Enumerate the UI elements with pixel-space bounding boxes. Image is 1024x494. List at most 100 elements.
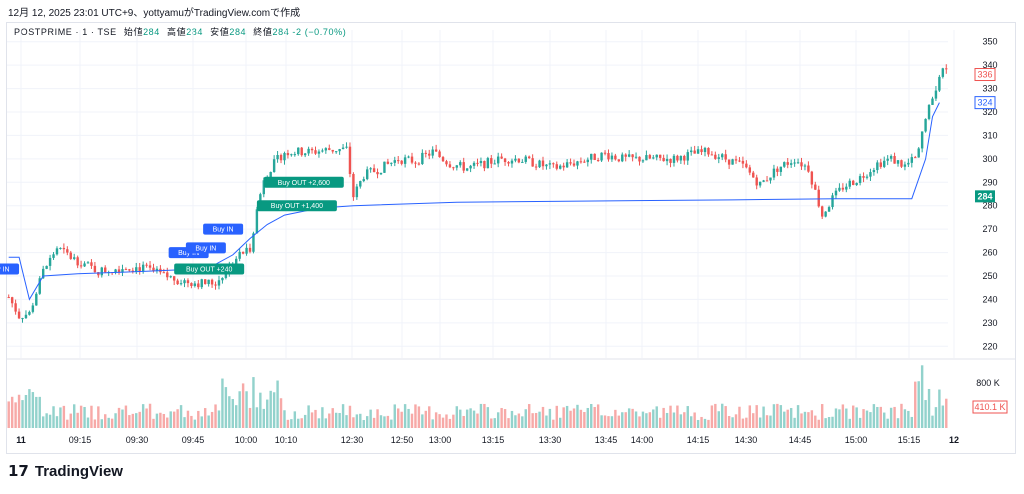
volume-bar <box>493 418 496 428</box>
candle-body <box>676 155 679 161</box>
candle-body <box>162 272 166 274</box>
candle-body <box>731 159 734 165</box>
volume-bar <box>924 400 927 428</box>
x-tick-label: 14:30 <box>735 435 758 445</box>
candle-body <box>614 155 617 160</box>
volume-bar <box>252 377 255 428</box>
candle-body <box>141 264 145 272</box>
trade-marker-label: Buy IN <box>0 266 10 273</box>
candle-body <box>645 155 648 161</box>
candle-body <box>941 68 945 77</box>
candle-body <box>876 162 879 171</box>
volume-bar <box>303 414 307 428</box>
candle-body <box>7 297 10 299</box>
volume-bar <box>176 409 179 428</box>
volume-bar <box>945 398 948 428</box>
volume-bar <box>83 406 86 428</box>
candle-body <box>721 154 724 158</box>
candle-body <box>252 233 255 252</box>
symbol-name[interactable]: POSTPRIME · 1 · TSE <box>14 27 117 37</box>
volume-bar <box>576 404 579 428</box>
volume-bar <box>848 418 851 428</box>
volume-bar <box>48 414 52 428</box>
candle-body <box>148 265 152 268</box>
volume-bar <box>390 419 393 428</box>
volume-bar <box>410 413 414 428</box>
y-tick-label: 340 <box>982 60 997 70</box>
volume-bar <box>524 409 527 428</box>
volume-bar <box>738 406 741 428</box>
candle-body <box>814 184 817 190</box>
volume-bar <box>807 412 810 428</box>
x-tick-label: 09:15 <box>69 435 92 445</box>
candle-body <box>514 158 517 161</box>
volume-bar <box>586 407 590 428</box>
volume-bar <box>862 409 865 428</box>
candle-body <box>496 156 500 164</box>
candle-body <box>741 160 745 164</box>
candle-body <box>503 158 507 163</box>
candle-body <box>745 163 748 168</box>
volume-bar <box>328 413 331 428</box>
volume-bar <box>596 404 600 428</box>
volume-bar <box>59 407 62 428</box>
volume-bar <box>827 417 831 428</box>
volume-bar <box>569 410 572 428</box>
candle-body <box>355 186 359 198</box>
volume-bar <box>852 405 855 428</box>
candle-body <box>796 162 800 164</box>
volume-bar <box>838 409 841 428</box>
candle-body <box>907 162 910 165</box>
chart-frame[interactable] <box>6 22 1016 454</box>
candle-body <box>283 153 286 161</box>
volume-bar <box>479 403 483 428</box>
volume-bar <box>731 417 734 428</box>
x-tick-label: 09:45 <box>182 435 205 445</box>
candle-body <box>124 269 128 271</box>
volume-bar <box>55 416 59 428</box>
x-tick-label: 10:00 <box>235 435 258 445</box>
volume-bar <box>876 406 879 428</box>
candle-body <box>69 252 72 259</box>
candle-body <box>841 187 845 190</box>
volume-bar <box>152 418 155 428</box>
candle-body <box>310 148 314 151</box>
volume-bar <box>641 411 645 428</box>
x-tick-label: 12:50 <box>391 435 414 445</box>
candle-body <box>534 166 538 168</box>
candle-body <box>128 269 131 271</box>
volume-bar <box>421 414 424 428</box>
volume-bar <box>117 407 121 428</box>
tradingview-brand[interactable]: 17 TradingView <box>8 462 123 480</box>
candle-body <box>710 154 714 156</box>
price-tag-box <box>974 96 996 110</box>
volume-bar <box>941 405 945 428</box>
volume-bar <box>676 405 679 428</box>
high-value: 284 <box>186 27 204 37</box>
volume-bar <box>721 403 724 428</box>
x-tick-label: 14:00 <box>631 435 654 445</box>
candle-body <box>135 267 138 272</box>
candle-body <box>700 149 703 153</box>
volume-bar <box>455 406 459 428</box>
volume-bar <box>445 414 448 428</box>
candle-body <box>827 207 831 212</box>
candle-body <box>86 262 90 264</box>
x-tick-label: 11 <box>16 435 26 445</box>
candle-body <box>417 163 421 165</box>
volume-bar <box>772 404 776 428</box>
volume-bar <box>517 413 521 428</box>
candle-body <box>448 164 452 168</box>
volume-bar <box>483 403 486 428</box>
volume-bar <box>348 405 352 428</box>
candle-body <box>576 161 579 166</box>
candle-body <box>79 265 83 267</box>
volume-bar <box>259 392 262 428</box>
volume-bar <box>138 411 141 428</box>
volume-bar <box>865 410 869 428</box>
volume-bar <box>938 389 941 428</box>
volume-bar <box>655 406 658 428</box>
price-tag-box <box>974 68 996 82</box>
volume-bar <box>762 406 765 428</box>
